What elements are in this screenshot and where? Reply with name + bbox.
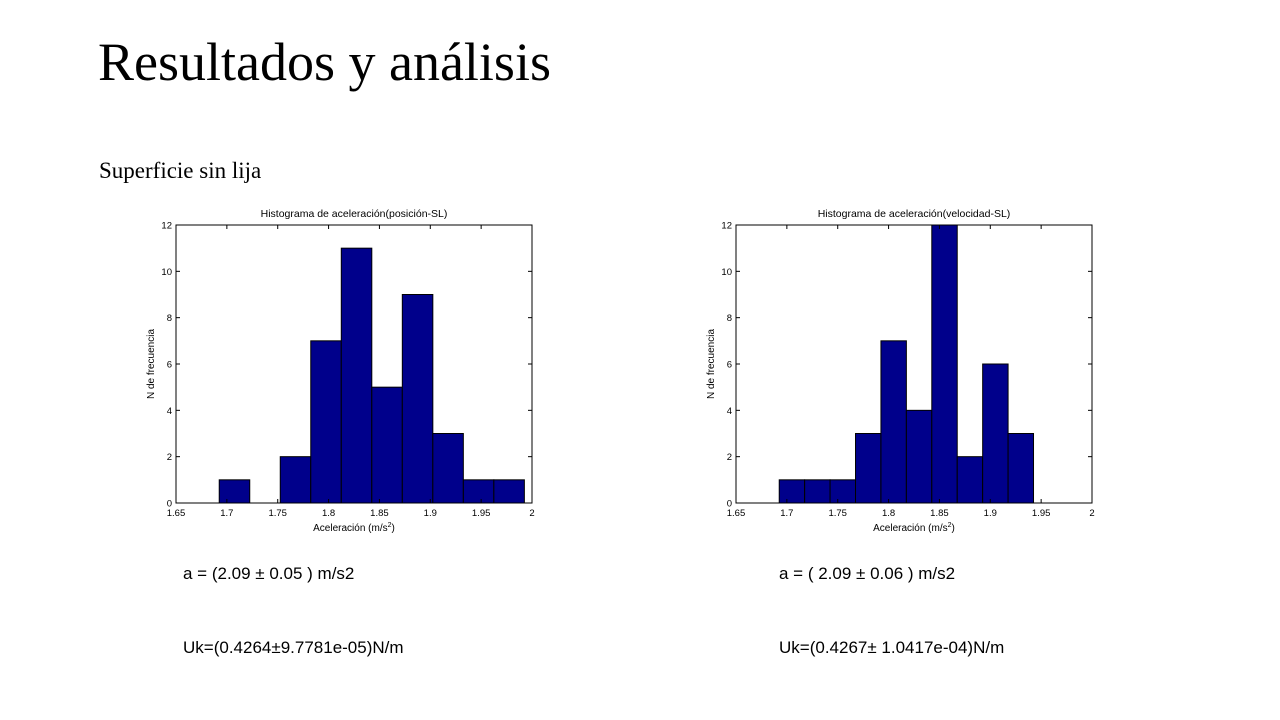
chart-svg: Histograma de aceleración(posición-SL) 1.…: [146, 208, 535, 534]
x-tick-label: 1.95: [472, 508, 491, 519]
x-tick-label: 1.7: [780, 508, 793, 519]
histogram-bar: [956, 456, 984, 504]
chart-title: Histograma de aceleración(velocidad-SL): [818, 208, 1011, 220]
histogram-bar: [279, 456, 312, 504]
histogram-bar: [905, 409, 933, 504]
x-tick-label: 1.65: [727, 508, 746, 519]
y-tick-label: 0: [167, 499, 172, 510]
y-tick-label: 4: [167, 406, 172, 417]
x-tick-label: 1.8: [322, 508, 335, 519]
y-tick-label: 8: [167, 313, 172, 324]
y-tick-label: 12: [161, 221, 172, 232]
y-tick-label: 4: [727, 406, 732, 417]
histogram-bar: [804, 479, 831, 504]
y-tick-label: 2: [167, 452, 172, 463]
histogram-bar: [340, 247, 373, 504]
x-tick-label: 1.85: [930, 508, 949, 519]
histogram-bar: [371, 386, 403, 504]
histogram-velocity-chart: Histograma de aceleración(velocidad-SL) 1…: [690, 200, 1110, 540]
histogram-bar: [432, 433, 464, 504]
x-axis-label: Aceleración (m/s2): [313, 522, 395, 534]
uk-result-position: Uk=(0.4264±9.7781e-05)N/m: [183, 638, 404, 657]
y-axis-label: N de frecuencia: [146, 329, 157, 399]
y-tick-label: 8: [727, 313, 732, 324]
y-tick-label: 10: [161, 267, 172, 278]
histogram-bar: [401, 294, 434, 504]
histogram-bar: [778, 479, 806, 504]
histogram-bar: [829, 479, 857, 504]
x-tick-label: 1.9: [424, 508, 437, 519]
histogram-bar: [462, 479, 495, 504]
histogram-bar: [493, 479, 525, 504]
histogram-bar: [1007, 433, 1035, 504]
x-tick-label: 1.8: [882, 508, 895, 519]
histogram-position-chart: Histograma de aceleración(posición-SL) 1.…: [130, 200, 550, 540]
uk-result-velocity: Uk=(0.4267± 1.0417e-04)N/m: [779, 638, 1005, 657]
slide-title: Resultados y análisis: [98, 32, 551, 92]
histogram-bar: [218, 479, 251, 504]
histogram-bar: [880, 340, 907, 504]
histogram-bar: [855, 433, 882, 504]
x-tick-label: 2: [529, 508, 534, 519]
y-tick-label: 2: [727, 452, 732, 463]
histogram-bar: [310, 340, 342, 504]
x-tick-label: 1.95: [1032, 508, 1051, 519]
y-tick-label: 6: [167, 360, 172, 371]
y-tick-label: 10: [721, 267, 732, 278]
x-tick-label: 1.75: [268, 508, 287, 519]
slide-subtitle: Superficie sin lija: [99, 158, 262, 183]
x-tick-label: 1.85: [370, 508, 389, 519]
chart-title: Histograma de aceleración(posición-SL): [261, 208, 448, 220]
x-axis-label: Aceleración (m/s2): [873, 522, 955, 534]
histogram-bar: [931, 224, 958, 504]
histogram-bar: [982, 363, 1009, 504]
x-tick-label: 1.75: [828, 508, 847, 519]
y-tick-label: 6: [727, 360, 732, 371]
chart-svg: Histograma de aceleración(velocidad-SL) 1…: [706, 208, 1095, 534]
y-tick-label: 0: [727, 499, 732, 510]
x-tick-label: 1.7: [220, 508, 233, 519]
y-tick-label: 12: [721, 221, 732, 232]
acceleration-result-velocity: a = ( 2.09 ± 0.06 ) m/s2: [779, 564, 956, 583]
y-axis-label: N de frecuencia: [706, 329, 717, 399]
acceleration-result-position: a = (2.09 ± 0.05 ) m/s2: [183, 564, 355, 583]
x-tick-label: 1.9: [984, 508, 997, 519]
x-tick-label: 2: [1089, 508, 1094, 519]
x-tick-label: 1.65: [167, 508, 186, 519]
